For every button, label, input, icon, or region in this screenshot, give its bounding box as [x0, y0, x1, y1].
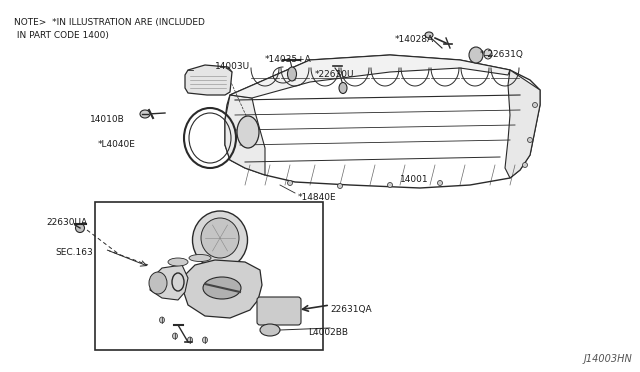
Text: 22631QA: 22631QA: [330, 305, 372, 314]
Ellipse shape: [425, 32, 433, 38]
Ellipse shape: [140, 110, 150, 118]
Ellipse shape: [76, 224, 84, 232]
Polygon shape: [225, 95, 265, 175]
Text: 22630UA: 22630UA: [46, 218, 87, 227]
Ellipse shape: [201, 218, 239, 258]
Ellipse shape: [522, 163, 527, 167]
Text: *14028A: *14028A: [395, 35, 434, 44]
Text: NOTE>  *IN ILLUSTRATION ARE (INCLUDED
 IN PART CODE 1400): NOTE> *IN ILLUSTRATION ARE (INCLUDED IN …: [14, 18, 205, 39]
Ellipse shape: [484, 49, 492, 59]
Ellipse shape: [168, 258, 188, 266]
Ellipse shape: [527, 138, 532, 142]
Polygon shape: [150, 265, 188, 300]
Polygon shape: [183, 260, 262, 318]
Ellipse shape: [287, 67, 296, 81]
Text: 14010B: 14010B: [90, 115, 125, 124]
Ellipse shape: [387, 183, 392, 187]
Text: SEC.163: SEC.163: [55, 248, 93, 257]
Ellipse shape: [339, 83, 347, 93]
Bar: [95, 202, 323, 350]
Ellipse shape: [159, 317, 164, 323]
Ellipse shape: [237, 116, 259, 148]
Ellipse shape: [202, 337, 207, 343]
Ellipse shape: [203, 277, 241, 299]
Ellipse shape: [149, 272, 167, 294]
Polygon shape: [230, 55, 510, 98]
Text: L4002BB: L4002BB: [308, 328, 348, 337]
Text: *14035+A: *14035+A: [265, 55, 312, 64]
Text: *L4040E: *L4040E: [98, 140, 136, 149]
Ellipse shape: [469, 47, 483, 63]
Ellipse shape: [337, 183, 342, 189]
Ellipse shape: [532, 103, 538, 108]
Ellipse shape: [260, 324, 280, 336]
Polygon shape: [505, 70, 540, 178]
Ellipse shape: [438, 180, 442, 186]
FancyBboxPatch shape: [257, 297, 301, 325]
Text: 14001: 14001: [400, 175, 429, 184]
Text: 14003U: 14003U: [215, 62, 250, 71]
Text: *22630U: *22630U: [315, 70, 355, 79]
Text: J14003HN: J14003HN: [583, 354, 632, 364]
Ellipse shape: [193, 211, 248, 269]
Ellipse shape: [188, 337, 193, 343]
Ellipse shape: [173, 333, 177, 339]
Ellipse shape: [287, 180, 292, 186]
Text: *14840E: *14840E: [298, 193, 337, 202]
Text: * 22631Q: * 22631Q: [480, 50, 523, 59]
Ellipse shape: [189, 254, 211, 262]
Polygon shape: [185, 65, 232, 95]
